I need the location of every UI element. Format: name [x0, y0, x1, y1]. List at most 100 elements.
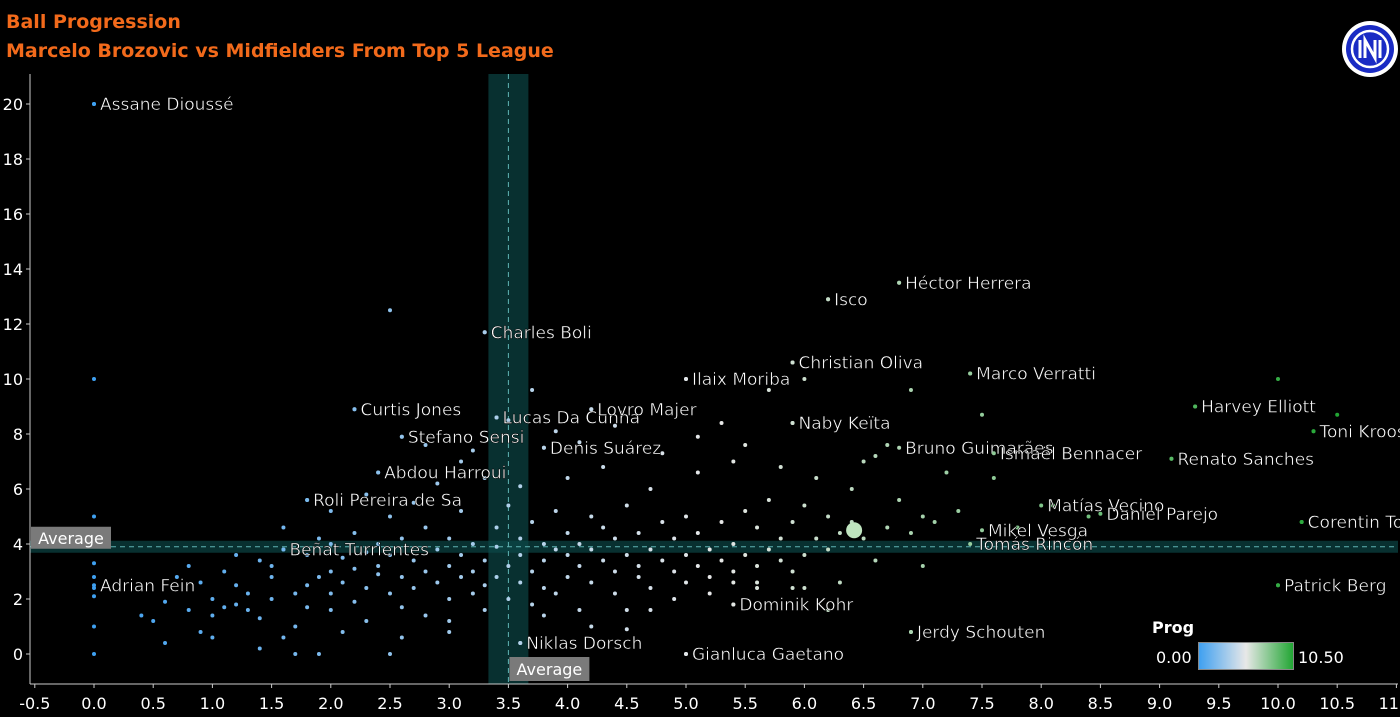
data-point: [790, 586, 795, 590]
labeled-point: [968, 542, 973, 546]
title-block: Ball Progression Marcelo Brozovic vs Mid…: [6, 8, 554, 66]
data-point: [648, 586, 653, 590]
data-point: [1015, 525, 1020, 530]
x-tick-label: 3.5: [496, 694, 521, 713]
data-point: [222, 605, 227, 610]
data-point: [388, 514, 392, 519]
labeled-point: [352, 407, 357, 412]
point-label: Charles Boli: [491, 323, 592, 343]
x-tick-label: 0.5: [140, 694, 165, 713]
data-point: [553, 509, 558, 513]
data-point: [731, 542, 736, 546]
x-tick-label: 2.0: [318, 694, 343, 713]
data-point: [174, 575, 179, 579]
labeled-point: [1169, 456, 1174, 461]
data-point: [790, 569, 795, 574]
data-point: [316, 536, 321, 541]
data-point: [897, 498, 902, 502]
x-tick-label: 8.0: [1028, 694, 1053, 713]
data-point: [470, 569, 475, 574]
data-point: [92, 514, 96, 519]
labeled-point: [897, 445, 902, 450]
data-point: [352, 599, 357, 604]
data-point: [908, 531, 913, 535]
data-point: [234, 602, 239, 607]
point-label: Tomás Rincón: [975, 535, 1093, 555]
y-tick-label: 20: [3, 95, 23, 114]
point-label: Naby Keïta: [799, 414, 891, 434]
data-point: [790, 520, 795, 524]
y-tick-label: 14: [3, 260, 23, 279]
data-point: [210, 597, 215, 601]
x-tick-label: 10.5: [1319, 694, 1355, 713]
data-point: [281, 525, 286, 530]
data-point: [423, 443, 428, 447]
point-label: Dominik Kohr: [739, 596, 853, 616]
data-point: [743, 443, 748, 447]
data-point: [601, 525, 606, 530]
club-logo-icon: [1342, 21, 1398, 77]
data-point: [565, 575, 570, 579]
labeled-point: [1098, 511, 1103, 516]
point-label: Gianluca Gaetano: [692, 645, 844, 665]
x-tick-label: 8.5: [1088, 694, 1113, 713]
data-point: [530, 520, 535, 524]
average-y-label-box: [31, 526, 111, 549]
data-point: [328, 509, 333, 513]
data-point: [530, 388, 535, 392]
data-point: [328, 608, 333, 612]
data-point: [269, 564, 274, 568]
data-point: [340, 580, 345, 585]
data-point: [944, 470, 949, 475]
data-point: [636, 564, 641, 568]
data-point: [423, 613, 428, 618]
y-tick-label: 6: [13, 480, 23, 499]
data-point: [459, 553, 464, 557]
data-point: [435, 481, 440, 486]
x-tick-label: 2.5: [377, 694, 402, 713]
data-point: [920, 514, 925, 519]
data-point: [328, 569, 333, 574]
point-label: Ilaix Moriba: [692, 370, 790, 390]
point-label: Assane Dioussé: [100, 95, 234, 115]
data-point: [755, 564, 760, 568]
data-point: [589, 514, 594, 519]
data-point: [245, 608, 250, 612]
data-point: [506, 503, 511, 508]
data-point: [459, 509, 464, 513]
data-point: [648, 487, 653, 491]
data-point: [459, 575, 464, 579]
data-point: [494, 544, 499, 549]
data-point: [269, 597, 274, 601]
data-point: [305, 583, 310, 588]
data-point: [612, 536, 617, 541]
y-tick-label: 8: [13, 425, 23, 444]
data-point: [92, 561, 96, 566]
x-tick-label: 4.5: [614, 694, 639, 713]
point-label: Harvey Elliott: [1201, 398, 1316, 418]
data-point: [541, 558, 546, 563]
data-point: [624, 553, 629, 557]
legend-max-label: 10.50: [1298, 648, 1344, 667]
data-point: [956, 509, 961, 513]
data-point: [861, 536, 866, 541]
data-point: [352, 531, 357, 535]
data-point: [459, 459, 464, 464]
labeled-point: [589, 407, 594, 412]
data-point: [92, 624, 96, 629]
data-point: [139, 613, 144, 618]
data-point: [518, 580, 523, 585]
data-point: [565, 476, 570, 480]
x-tick-label: 1.5: [259, 694, 284, 713]
data-point: [826, 514, 831, 519]
data-point: [684, 580, 688, 585]
data-point: [186, 608, 191, 612]
labeled-point: [376, 470, 381, 475]
data-point: [707, 591, 712, 596]
data-point: [92, 594, 96, 599]
x-tick-label: 7.0: [910, 694, 935, 713]
labeled-point: [1039, 503, 1044, 508]
x-tick-label: 6.5: [851, 694, 876, 713]
data-point: [388, 652, 392, 656]
